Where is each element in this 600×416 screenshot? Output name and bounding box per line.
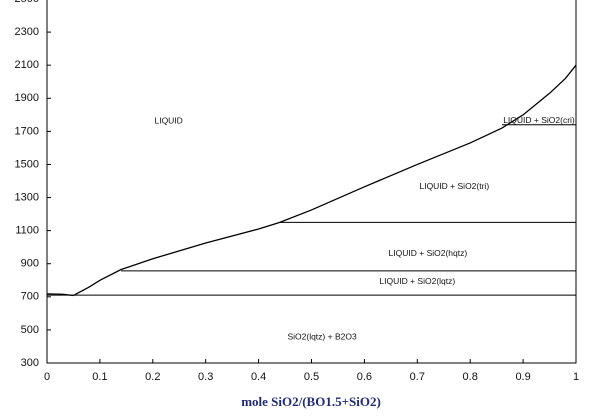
y-tick-label: 1500 xyxy=(15,158,39,170)
x-tick-label: 0.1 xyxy=(92,371,107,383)
x-tick-label: 0.5 xyxy=(304,371,319,383)
plot-frame xyxy=(46,0,577,364)
x-tick-label: 0.7 xyxy=(410,371,425,383)
x-tick-label: 0.3 xyxy=(198,371,213,383)
y-tick-label: 2300 xyxy=(15,26,39,38)
x-tick-label: 0 xyxy=(44,371,50,383)
x-tick-label: 0.4 xyxy=(251,371,266,383)
y-tick-label: 700 xyxy=(21,291,39,303)
region-label: LIQUID + SiO2(cri) xyxy=(503,115,575,125)
region-label: LIQUID + SiO2(tri) xyxy=(419,181,489,191)
y-tick-label: 1300 xyxy=(15,191,39,203)
phase-boundary xyxy=(46,64,577,297)
region-label: LIQUID + SiO2(hqtz) xyxy=(389,248,468,258)
region-label: LIQUID + SiO2(lqtz) xyxy=(379,276,455,286)
x-tick-label: 1 xyxy=(573,371,579,383)
y-tick-label: 900 xyxy=(21,258,39,270)
y-tick-label: 2500 xyxy=(15,0,39,5)
region-label: LIQUID xyxy=(154,116,182,126)
y-tick-label: 2100 xyxy=(15,59,39,71)
x-tick-label: 0.8 xyxy=(463,371,478,383)
x-tick-label: 0.9 xyxy=(515,371,530,383)
y-tick-label: 1900 xyxy=(15,92,39,104)
region-label: SiO2(lqtz) + B2O3 xyxy=(287,332,356,342)
y-tick-label: 1100 xyxy=(15,225,39,237)
y-tick-label: 300 xyxy=(21,357,39,369)
y-tick-label: 1700 xyxy=(15,125,39,137)
x-axis-label: mole SiO2/(BO1.5+SiO2) xyxy=(241,394,381,409)
x-tick-label: 0.2 xyxy=(145,371,160,383)
x-tick-label: 0.6 xyxy=(357,371,372,383)
y-tick-label: 500 xyxy=(21,324,39,336)
